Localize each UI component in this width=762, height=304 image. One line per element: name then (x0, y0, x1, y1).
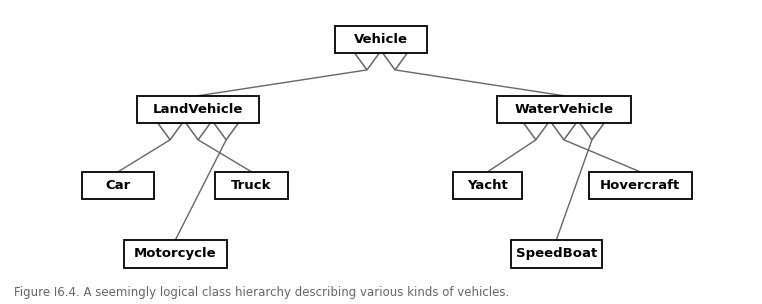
Text: LandVehicle: LandVehicle (153, 103, 243, 116)
FancyBboxPatch shape (216, 172, 288, 199)
Text: Vehicle: Vehicle (354, 33, 408, 46)
Text: Yacht: Yacht (467, 179, 508, 192)
FancyBboxPatch shape (588, 172, 692, 199)
FancyBboxPatch shape (497, 96, 630, 123)
Text: Car: Car (105, 179, 131, 192)
Text: Figure I6.4. A seemingly logical class hierarchy describing various kinds of veh: Figure I6.4. A seemingly logical class h… (14, 285, 509, 299)
FancyBboxPatch shape (335, 26, 427, 53)
Text: SpeedBoat: SpeedBoat (516, 247, 597, 260)
Text: Motorcycle: Motorcycle (134, 247, 216, 260)
Text: Truck: Truck (231, 179, 272, 192)
FancyBboxPatch shape (137, 96, 259, 123)
FancyBboxPatch shape (82, 172, 154, 199)
FancyBboxPatch shape (453, 172, 522, 199)
FancyBboxPatch shape (511, 240, 602, 268)
FancyBboxPatch shape (123, 240, 227, 268)
Text: Hovercraft: Hovercraft (600, 179, 680, 192)
Text: WaterVehicle: WaterVehicle (514, 103, 613, 116)
